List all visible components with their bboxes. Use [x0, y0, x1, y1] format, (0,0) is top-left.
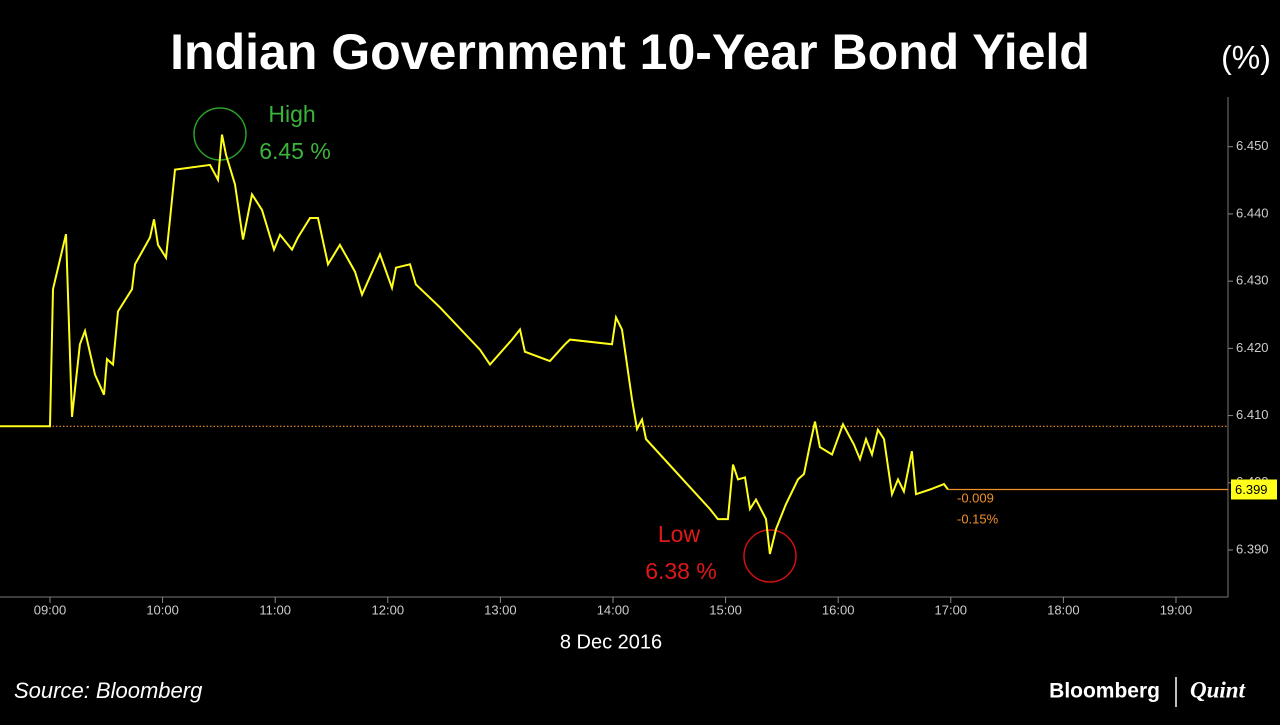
- low-label: Low: [658, 521, 701, 547]
- x-tick-label: 14:00: [597, 602, 630, 617]
- x-tick-label: 10:00: [146, 602, 179, 617]
- y-tick-label: 6.390: [1236, 541, 1269, 556]
- low-circle: [743, 529, 797, 583]
- line-series: [0, 134, 949, 555]
- x-tick-label: 11:00: [259, 602, 291, 617]
- x-tick-label: 18:00: [1047, 602, 1080, 617]
- y-tick-label: 6.430: [1236, 273, 1269, 288]
- change-label: -0.15%: [957, 511, 999, 526]
- last-value-box: [1231, 479, 1277, 500]
- last-value-label: 6.399: [1235, 482, 1268, 497]
- chart-title: Indian Government 10-Year Bond Yield: [170, 24, 1090, 80]
- change-label: -0.009: [957, 490, 994, 505]
- x-axis-label: 8 Dec 2016: [560, 631, 662, 653]
- high-label: High: [268, 101, 315, 127]
- y-tick-label: 6.420: [1236, 340, 1269, 355]
- x-tick-label: 15:00: [709, 602, 742, 617]
- brand: Bloomberg: [1049, 680, 1160, 703]
- low-value: 6.38 %: [645, 558, 717, 584]
- x-tick-label: 12:00: [372, 602, 405, 617]
- x-tick-label: 17:00: [935, 602, 968, 617]
- brand: Quint: [1190, 677, 1246, 702]
- x-tick-label: 09:00: [34, 602, 67, 617]
- unit-label: (%): [1221, 39, 1271, 75]
- x-tick-label: 13:00: [484, 602, 517, 617]
- y-tick-label: 6.410: [1236, 407, 1269, 422]
- y-tick-label: 6.440: [1236, 205, 1269, 220]
- source: Source: Bloomberg: [14, 678, 203, 703]
- high-value: 6.45 %: [259, 138, 331, 164]
- y-tick-label: 6.450: [1236, 138, 1269, 153]
- x-tick-label: 16:00: [822, 602, 855, 617]
- x-tick-label: 19:00: [1160, 602, 1193, 617]
